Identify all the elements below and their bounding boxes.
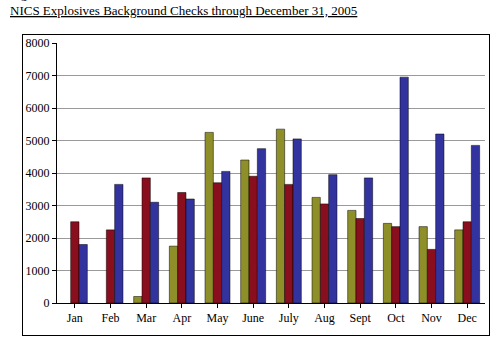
- svg-text:Jan: Jan: [67, 311, 83, 325]
- svg-text:8000: 8000: [26, 36, 50, 50]
- svg-text:Mar: Mar: [136, 311, 156, 325]
- svg-text:May: May: [207, 311, 229, 325]
- svg-text:7000: 7000: [26, 69, 50, 83]
- svg-text:Nov: Nov: [421, 311, 442, 325]
- svg-text:June: June: [242, 311, 264, 325]
- svg-text:0: 0: [44, 296, 50, 310]
- svg-text:Aug: Aug: [314, 311, 335, 325]
- svg-text:1000: 1000: [26, 264, 50, 278]
- svg-text:Feb: Feb: [102, 311, 120, 325]
- svg-text:Sept: Sept: [349, 311, 371, 325]
- svg-text:6000: 6000: [26, 101, 50, 115]
- svg-text:July: July: [279, 311, 299, 325]
- svg-text:Oct: Oct: [387, 311, 405, 325]
- svg-text:Apr: Apr: [172, 311, 191, 325]
- svg-text:2000: 2000: [26, 231, 50, 245]
- svg-text:Dec: Dec: [458, 311, 477, 325]
- svg-text:Figure 15: Figure 15: [10, 0, 60, 1]
- svg-text:NICS Explosives Background Che: NICS Explosives Background Checks throug…: [10, 3, 357, 18]
- svg-text:5000: 5000: [26, 134, 50, 148]
- svg-text:4000: 4000: [26, 166, 50, 180]
- svg-text:3000: 3000: [26, 199, 50, 213]
